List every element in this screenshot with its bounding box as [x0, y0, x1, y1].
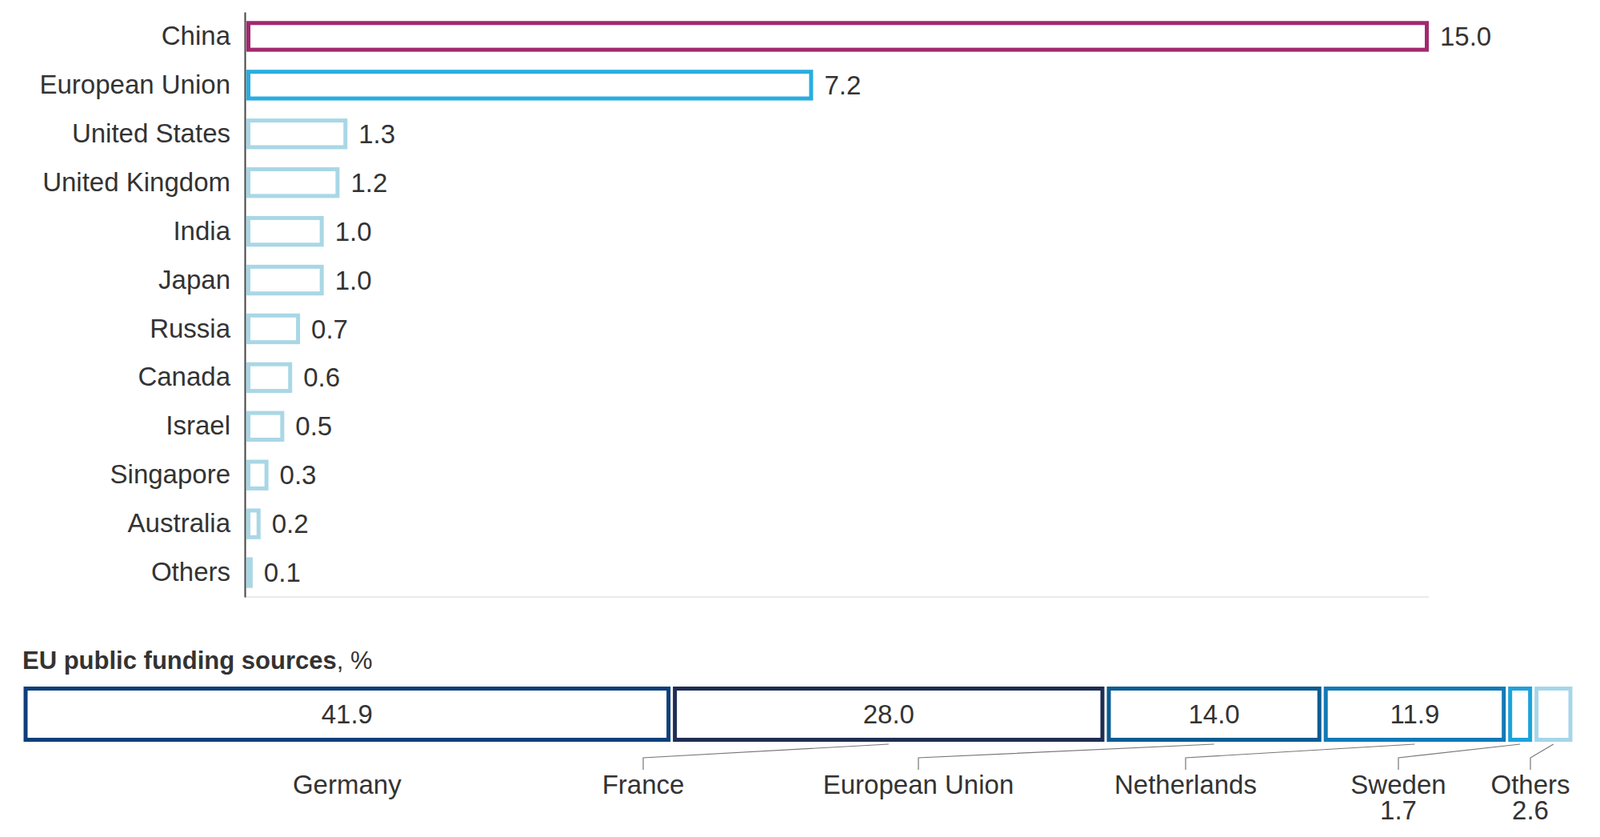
data-label: 14.0: [1188, 699, 1240, 729]
bar: [248, 120, 346, 148]
leader-line: [1185, 744, 1415, 770]
data-label: 41.9: [321, 699, 373, 729]
leader-line: [643, 744, 889, 770]
bar-segment: [1510, 688, 1531, 740]
chart-canvas: China European Union United States United K…: [0, 0, 1600, 837]
y-axis-line: [244, 12, 247, 598]
y-tick: European Union: [39, 69, 231, 100]
y-tick: Japan: [158, 264, 231, 295]
data-label: 0.3: [280, 460, 317, 490]
y-axis: China European Union United States United K…: [39, 12, 245, 598]
y-tick: Canada: [137, 361, 231, 392]
y-tick-label: Israel: [165, 410, 231, 440]
data-label: 2.6: [1512, 795, 1549, 825]
data-label: 1.3: [358, 119, 396, 149]
bar: [248, 412, 283, 440]
segment-labels: Germany 41.9 France 28.0 European Union 14.0 N…: [292, 699, 1571, 825]
y-tick: Singapore: [110, 459, 231, 489]
y-tick-label: China: [161, 20, 232, 51]
bar: [248, 510, 260, 537]
data-label: 11.9: [1390, 699, 1440, 729]
plot-area: [25, 688, 1571, 740]
y-tick-label: Others: [151, 556, 231, 587]
plot-area: [248, 23, 1428, 586]
y-tick-label: Canada: [137, 361, 231, 392]
y-tick: Others: [151, 556, 231, 587]
leader-line: [1398, 744, 1520, 770]
bar: [248, 217, 323, 244]
data-label: 0.1: [264, 557, 301, 588]
leader-line: [1530, 744, 1554, 770]
x-axis-line: [244, 596, 1429, 598]
y-tick: Australia: [128, 508, 232, 538]
y-tick-label: Japan: [158, 264, 231, 295]
y-tick: Israel: [165, 410, 231, 440]
data-label: 7.2: [824, 70, 861, 100]
data-label: 0.7: [311, 314, 348, 344]
y-tick-label: India: [172, 216, 231, 246]
y-tick-label: Russia: [149, 313, 232, 344]
bar-chart: China European Union United States United K…: [39, 12, 1492, 598]
segment-name: European Union: [823, 769, 1015, 800]
bar: [248, 23, 1428, 50]
bar-segment: [1108, 688, 1320, 740]
y-tick: United Kingdom: [42, 167, 231, 197]
segment-name: France: [602, 769, 685, 800]
data-label: 0.5: [295, 411, 332, 441]
bar-segment: [25, 688, 669, 740]
data-label: 28.0: [863, 699, 915, 729]
y-tick: Russia: [149, 313, 232, 344]
bar: [248, 364, 291, 391]
segment-name: Germany: [292, 769, 402, 800]
data-label: 1.0: [335, 216, 372, 247]
data-labels: 15.0 7.2 1.3 1.2 1.0 1.0 0.7 0.6 0.5 0.3 0.2 0.1: [264, 21, 1492, 588]
data-label: 0.6: [303, 362, 340, 392]
bar: [248, 169, 338, 196]
chart-title: EU public funding sources, %: [22, 646, 373, 675]
bar-segment: [675, 688, 1103, 740]
y-tick: China: [161, 20, 232, 51]
bar-segment: [1536, 688, 1571, 740]
y-tick: United States: [72, 118, 231, 148]
title-text: EU public funding sources: [22, 646, 337, 675]
data-label: 1.7: [1380, 795, 1417, 825]
y-tick-label: Australia: [128, 508, 232, 538]
bar-segment: [1325, 688, 1504, 740]
y-tick-label: United Kingdom: [42, 167, 231, 197]
bar: [248, 72, 812, 99]
y-tick-label: European Union: [39, 69, 231, 100]
y-tick-label: Singapore: [110, 459, 231, 489]
stacked-bar-chart: EU public funding sources, % Germany 41.9 F…: [22, 646, 1571, 825]
y-tick-label: United States: [72, 118, 231, 148]
data-label: 0.2: [272, 508, 309, 539]
segment-name: Netherlands: [1114, 769, 1257, 800]
bar: [248, 266, 323, 293]
subtitle-text: , %: [336, 646, 373, 675]
data-label: 1.2: [350, 168, 388, 198]
bar: [248, 315, 299, 342]
y-tick: India: [172, 216, 231, 246]
bar: [248, 559, 252, 586]
bar: [248, 461, 268, 488]
leader-line: [918, 744, 1215, 770]
data-label: 15.0: [1440, 21, 1492, 52]
data-label: 1.0: [335, 265, 372, 296]
